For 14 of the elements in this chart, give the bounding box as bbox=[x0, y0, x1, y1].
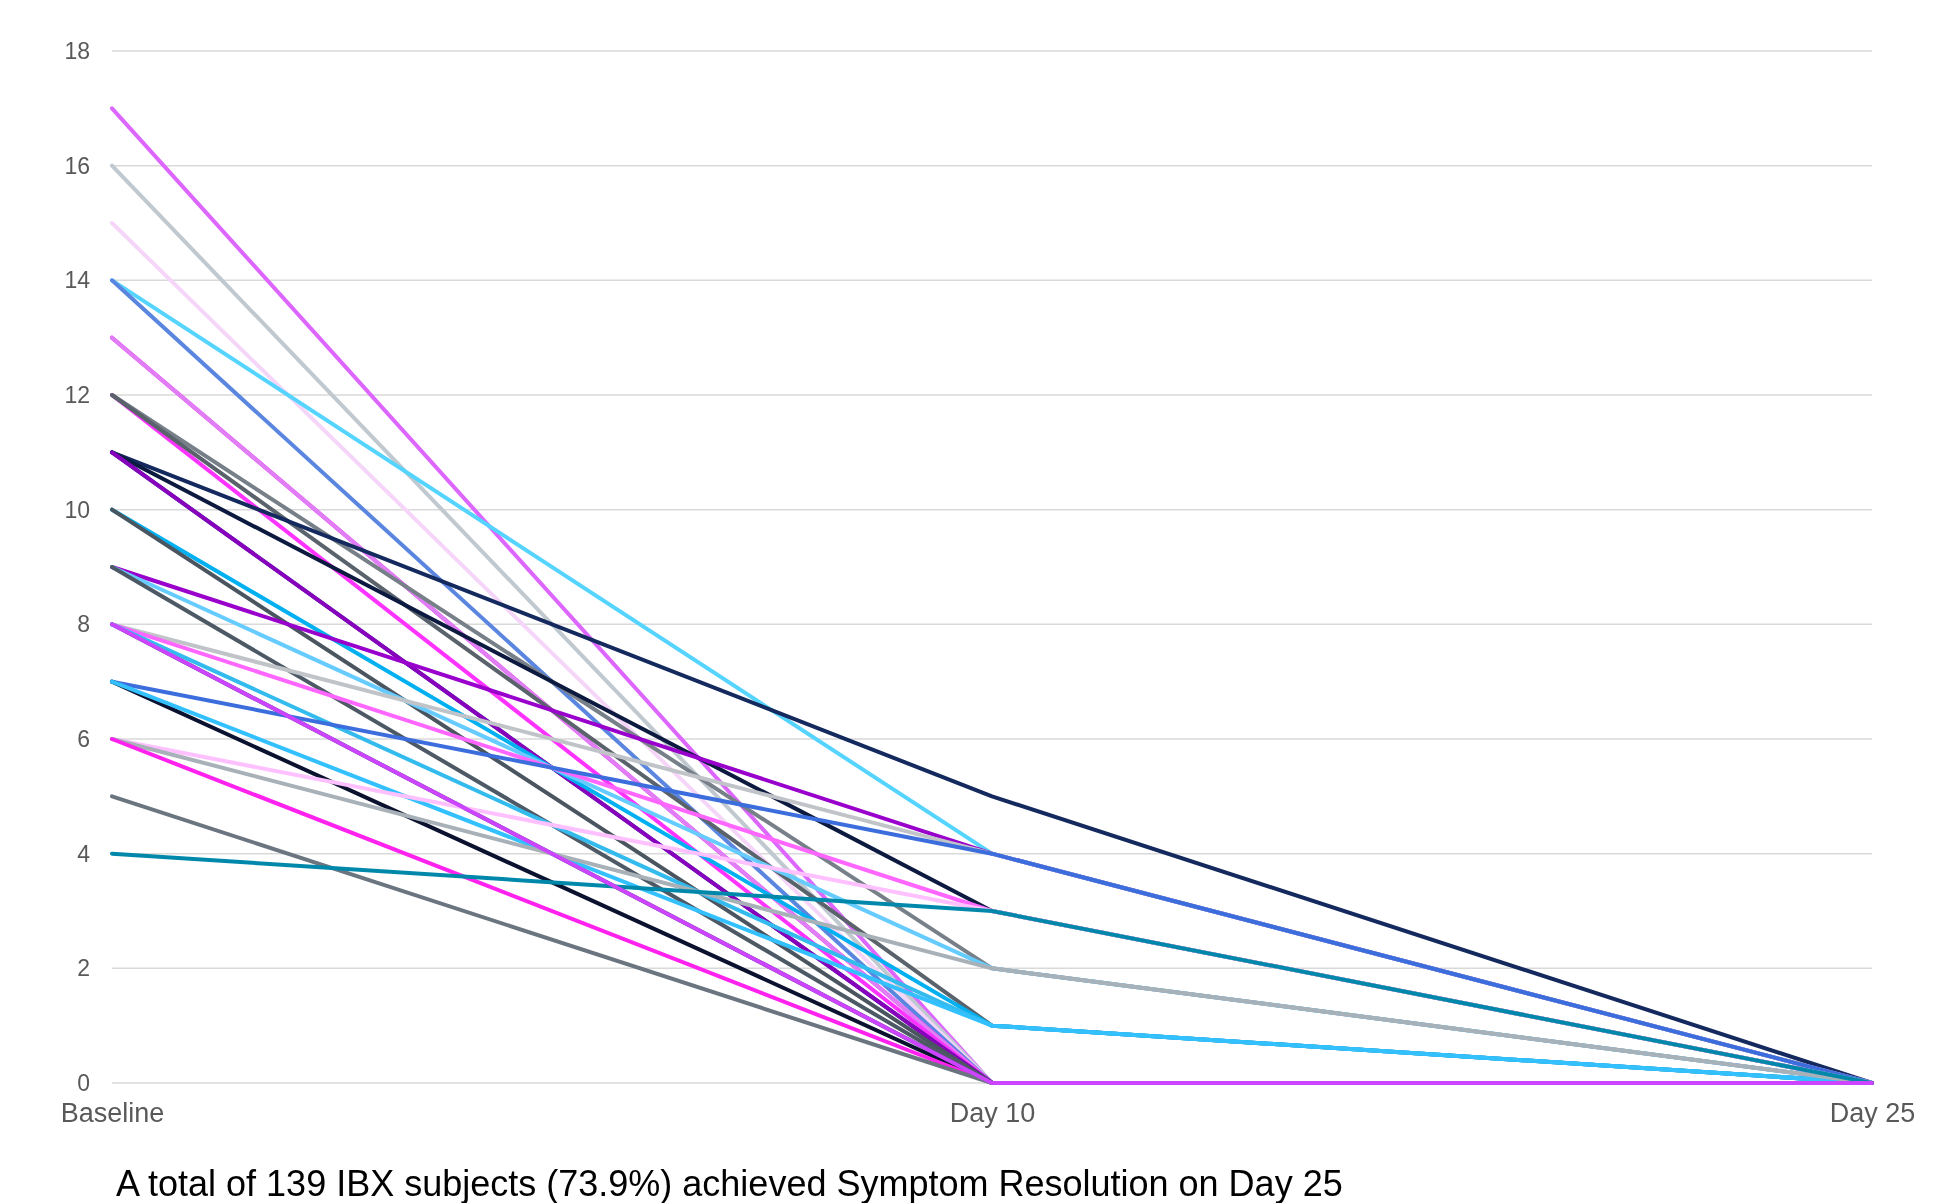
y-tick-label: 4 bbox=[77, 840, 91, 867]
y-tick-label: 10 bbox=[64, 496, 90, 523]
y-tick-label: 16 bbox=[64, 152, 90, 179]
y-tick-label: 12 bbox=[64, 381, 90, 408]
y-tick-label: 8 bbox=[77, 611, 90, 638]
x-tick-label: Day 25 bbox=[1829, 1098, 1916, 1129]
y-tick-label: 6 bbox=[77, 725, 90, 752]
x-tick-label: Day 10 bbox=[949, 1098, 1036, 1129]
text: A total of 139 IBX subjects (73.9%) achieved Symptom Resolution on Day 25 bbox=[116, 1163, 1343, 1203]
y-tick-label: 14 bbox=[64, 267, 91, 294]
y-tick-label: 2 bbox=[77, 955, 90, 982]
y-tick-label: 0 bbox=[77, 1069, 90, 1096]
x-tick-label: Baseline bbox=[60, 1098, 165, 1129]
y-tick-label: 18 bbox=[64, 37, 90, 64]
